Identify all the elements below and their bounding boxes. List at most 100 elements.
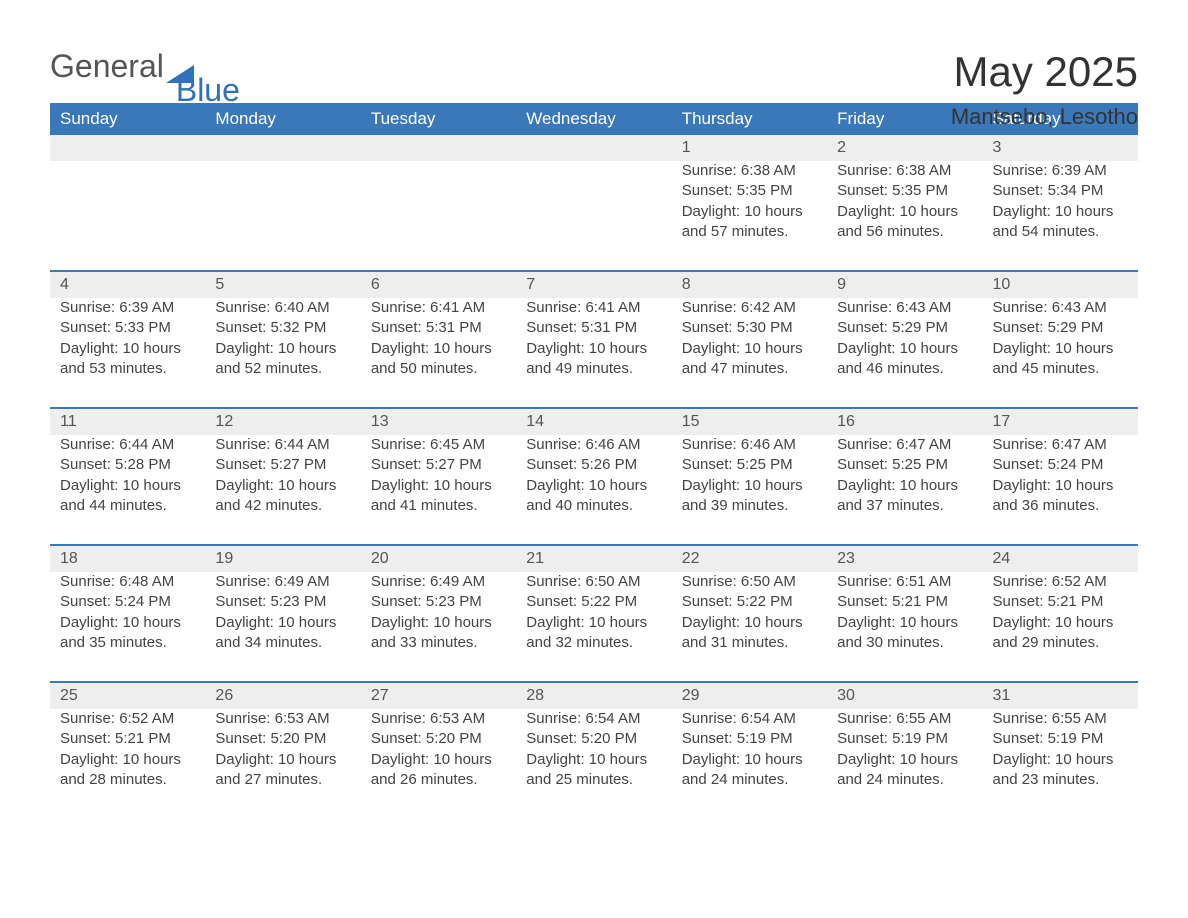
day-cell: Sunrise: 6:38 AMSunset: 5:35 PMDaylight:… [827, 161, 982, 271]
day-number: 20 [361, 545, 516, 572]
logo: General Blue [50, 48, 258, 85]
day-details: Sunrise: 6:46 AMSunset: 5:25 PMDaylight:… [682, 435, 817, 516]
day-details: Sunrise: 6:45 AMSunset: 5:27 PMDaylight:… [371, 435, 506, 516]
day-cell: Sunrise: 6:44 AMSunset: 5:27 PMDaylight:… [205, 435, 360, 545]
day-details: Sunrise: 6:41 AMSunset: 5:31 PMDaylight:… [371, 298, 506, 379]
day-cell: Sunrise: 6:47 AMSunset: 5:25 PMDaylight:… [827, 435, 982, 545]
day-number: 17 [983, 408, 1138, 435]
day-cell: Sunrise: 6:53 AMSunset: 5:20 PMDaylight:… [205, 709, 360, 818]
day-cell: Sunrise: 6:43 AMSunset: 5:29 PMDaylight:… [983, 298, 1138, 408]
day-details: Sunrise: 6:50 AMSunset: 5:22 PMDaylight:… [526, 572, 661, 653]
day-details: Sunrise: 6:47 AMSunset: 5:24 PMDaylight:… [993, 435, 1128, 516]
day-details: Sunrise: 6:42 AMSunset: 5:30 PMDaylight:… [682, 298, 817, 379]
day-number-row: 45678910 [50, 271, 1138, 298]
day-details: Sunrise: 6:49 AMSunset: 5:23 PMDaylight:… [371, 572, 506, 653]
day-number: 2 [827, 135, 982, 161]
day-cell: Sunrise: 6:53 AMSunset: 5:20 PMDaylight:… [361, 709, 516, 818]
day-details: Sunrise: 6:39 AMSunset: 5:33 PMDaylight:… [60, 298, 195, 379]
day-details: Sunrise: 6:51 AMSunset: 5:21 PMDaylight:… [837, 572, 972, 653]
day-cell: Sunrise: 6:51 AMSunset: 5:21 PMDaylight:… [827, 572, 982, 682]
day-number: 24 [983, 545, 1138, 572]
day-number: 12 [205, 408, 360, 435]
empty-cell [516, 161, 671, 271]
logo-text-2: Blue [176, 72, 240, 109]
day-cell: Sunrise: 6:50 AMSunset: 5:22 PMDaylight:… [516, 572, 671, 682]
weekday-header: Thursday [672, 103, 827, 135]
day-number: 9 [827, 271, 982, 298]
day-details: Sunrise: 6:54 AMSunset: 5:19 PMDaylight:… [682, 709, 817, 790]
day-number: 10 [983, 271, 1138, 298]
day-cell: Sunrise: 6:39 AMSunset: 5:33 PMDaylight:… [50, 298, 205, 408]
day-detail-row: Sunrise: 6:38 AMSunset: 5:35 PMDaylight:… [50, 161, 1138, 271]
day-details: Sunrise: 6:49 AMSunset: 5:23 PMDaylight:… [215, 572, 350, 653]
day-cell: Sunrise: 6:50 AMSunset: 5:22 PMDaylight:… [672, 572, 827, 682]
empty-cell [205, 135, 360, 161]
day-details: Sunrise: 6:52 AMSunset: 5:21 PMDaylight:… [60, 709, 195, 790]
empty-cell [516, 135, 671, 161]
day-cell: Sunrise: 6:52 AMSunset: 5:21 PMDaylight:… [50, 709, 205, 818]
day-number: 22 [672, 545, 827, 572]
day-number: 27 [361, 682, 516, 709]
empty-cell [361, 135, 516, 161]
day-details: Sunrise: 6:43 AMSunset: 5:29 PMDaylight:… [993, 298, 1128, 379]
day-number: 28 [516, 682, 671, 709]
day-cell: Sunrise: 6:44 AMSunset: 5:28 PMDaylight:… [50, 435, 205, 545]
day-cell: Sunrise: 6:47 AMSunset: 5:24 PMDaylight:… [983, 435, 1138, 545]
day-detail-row: Sunrise: 6:48 AMSunset: 5:24 PMDaylight:… [50, 572, 1138, 682]
day-number: 21 [516, 545, 671, 572]
day-cell: Sunrise: 6:45 AMSunset: 5:27 PMDaylight:… [361, 435, 516, 545]
empty-cell [205, 161, 360, 271]
day-number: 15 [672, 408, 827, 435]
day-number: 16 [827, 408, 982, 435]
day-details: Sunrise: 6:53 AMSunset: 5:20 PMDaylight:… [215, 709, 350, 790]
title-block: May 2025 Mantsebo, Lesotho [951, 48, 1138, 130]
empty-cell [50, 161, 205, 271]
day-details: Sunrise: 6:52 AMSunset: 5:21 PMDaylight:… [993, 572, 1128, 653]
day-number: 3 [983, 135, 1138, 161]
day-details: Sunrise: 6:40 AMSunset: 5:32 PMDaylight:… [215, 298, 350, 379]
day-cell: Sunrise: 6:42 AMSunset: 5:30 PMDaylight:… [672, 298, 827, 408]
day-cell: Sunrise: 6:49 AMSunset: 5:23 PMDaylight:… [205, 572, 360, 682]
day-number: 19 [205, 545, 360, 572]
day-number: 13 [361, 408, 516, 435]
day-cell: Sunrise: 6:41 AMSunset: 5:31 PMDaylight:… [361, 298, 516, 408]
day-details: Sunrise: 6:55 AMSunset: 5:19 PMDaylight:… [993, 709, 1128, 790]
day-details: Sunrise: 6:46 AMSunset: 5:26 PMDaylight:… [526, 435, 661, 516]
day-number: 30 [827, 682, 982, 709]
empty-cell [50, 135, 205, 161]
empty-cell [361, 161, 516, 271]
day-number-row: 25262728293031 [50, 682, 1138, 709]
day-number: 25 [50, 682, 205, 709]
day-number: 8 [672, 271, 827, 298]
day-details: Sunrise: 6:48 AMSunset: 5:24 PMDaylight:… [60, 572, 195, 653]
day-details: Sunrise: 6:47 AMSunset: 5:25 PMDaylight:… [837, 435, 972, 516]
day-details: Sunrise: 6:44 AMSunset: 5:28 PMDaylight:… [60, 435, 195, 516]
day-number: 31 [983, 682, 1138, 709]
day-details: Sunrise: 6:38 AMSunset: 5:35 PMDaylight:… [837, 161, 972, 242]
header: General Blue May 2025 Mantsebo, Lesotho [50, 48, 1138, 85]
day-number: 26 [205, 682, 360, 709]
day-details: Sunrise: 6:39 AMSunset: 5:34 PMDaylight:… [993, 161, 1128, 242]
day-number-row: 123 [50, 135, 1138, 161]
day-number: 11 [50, 408, 205, 435]
day-number: 1 [672, 135, 827, 161]
day-number: 29 [672, 682, 827, 709]
day-detail-row: Sunrise: 6:44 AMSunset: 5:28 PMDaylight:… [50, 435, 1138, 545]
day-details: Sunrise: 6:53 AMSunset: 5:20 PMDaylight:… [371, 709, 506, 790]
day-cell: Sunrise: 6:43 AMSunset: 5:29 PMDaylight:… [827, 298, 982, 408]
day-detail-row: Sunrise: 6:39 AMSunset: 5:33 PMDaylight:… [50, 298, 1138, 408]
day-cell: Sunrise: 6:41 AMSunset: 5:31 PMDaylight:… [516, 298, 671, 408]
day-details: Sunrise: 6:54 AMSunset: 5:20 PMDaylight:… [526, 709, 661, 790]
day-cell: Sunrise: 6:49 AMSunset: 5:23 PMDaylight:… [361, 572, 516, 682]
day-number: 6 [361, 271, 516, 298]
day-number-row: 11121314151617 [50, 408, 1138, 435]
day-cell: Sunrise: 6:55 AMSunset: 5:19 PMDaylight:… [983, 709, 1138, 818]
day-details: Sunrise: 6:50 AMSunset: 5:22 PMDaylight:… [682, 572, 817, 653]
day-cell: Sunrise: 6:52 AMSunset: 5:21 PMDaylight:… [983, 572, 1138, 682]
calendar-body: 123Sunrise: 6:38 AMSunset: 5:35 PMDaylig… [50, 135, 1138, 818]
page-title: May 2025 [951, 48, 1138, 96]
day-number: 18 [50, 545, 205, 572]
weekday-header: Wednesday [516, 103, 671, 135]
day-cell: Sunrise: 6:54 AMSunset: 5:20 PMDaylight:… [516, 709, 671, 818]
day-cell: Sunrise: 6:46 AMSunset: 5:25 PMDaylight:… [672, 435, 827, 545]
